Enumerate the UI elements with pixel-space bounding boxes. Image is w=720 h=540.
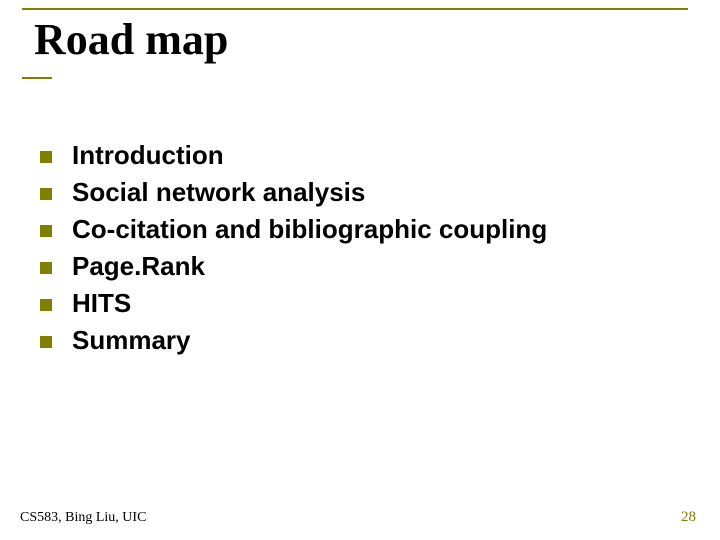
list-item-text: Social network analysis [72, 177, 365, 208]
title-bottom-rule [22, 77, 52, 79]
bullet-icon [40, 262, 52, 274]
list-item-text: Page.Rank [72, 251, 205, 282]
list-item-text: Co-citation and bibliographic coupling [72, 214, 547, 245]
slide: Road map Introduction Social network ana… [0, 0, 720, 540]
title-block: Road map [20, 8, 700, 79]
list-item: Introduction [40, 140, 680, 171]
title-top-rule [22, 8, 688, 10]
bullet-icon [40, 336, 52, 348]
list-item-text: HITS [72, 288, 131, 319]
slide-title: Road map [20, 14, 700, 65]
list-item-text: Introduction [72, 140, 224, 171]
bullet-icon [40, 299, 52, 311]
list-item: Co-citation and bibliographic coupling [40, 214, 680, 245]
list-item: HITS [40, 288, 680, 319]
page-number: 28 [681, 509, 696, 526]
bullet-icon [40, 225, 52, 237]
list-item: Summary [40, 325, 680, 356]
bullet-icon [40, 188, 52, 200]
list-item: Page.Rank [40, 251, 680, 282]
list-item: Social network analysis [40, 177, 680, 208]
bullet-icon [40, 151, 52, 163]
list-item-text: Summary [72, 325, 191, 356]
footer-left: CS583, Bing Liu, UIC [20, 510, 146, 526]
body-list: Introduction Social network analysis Co-… [40, 140, 680, 362]
